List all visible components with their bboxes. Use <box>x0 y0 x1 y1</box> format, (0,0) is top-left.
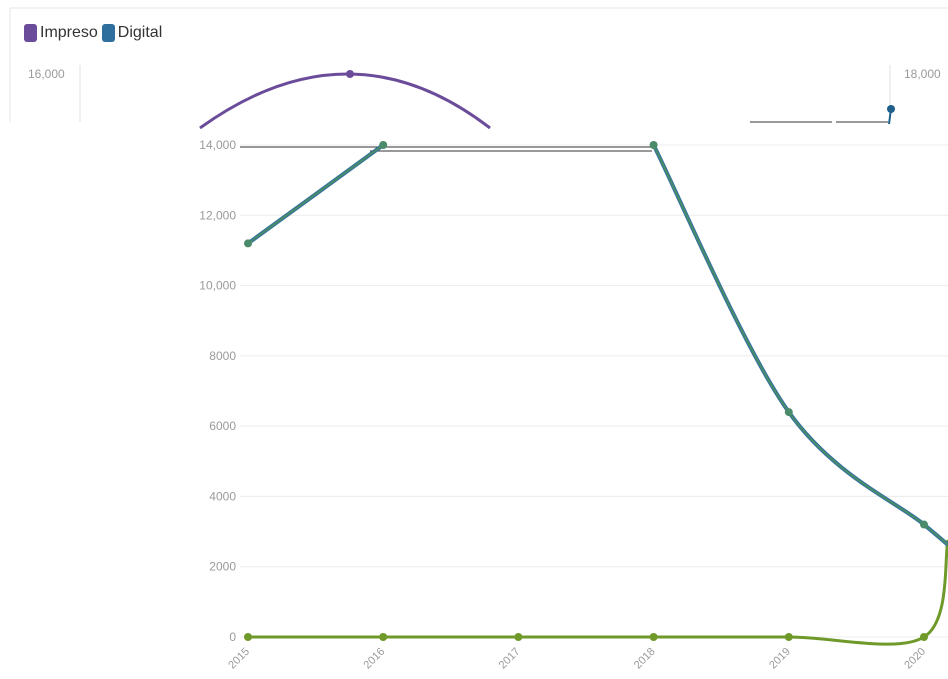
x-tick-label: 2020 <box>902 646 928 672</box>
y-tick-label: 6000 <box>209 419 236 433</box>
y-tick-label: 2000 <box>209 560 236 574</box>
y-tick-label: 12,000 <box>199 208 236 222</box>
back-y-tick-right: 18,000 <box>904 67 941 81</box>
digital-series-line-1 <box>652 144 948 546</box>
green-point-2015[interactable] <box>244 633 252 641</box>
y-tick-label: 10,000 <box>199 279 236 293</box>
legend-item-impreso[interactable]: Impreso <box>24 24 98 42</box>
x-tick-label: 2015 <box>226 646 252 672</box>
impreso-line <box>199 72 491 130</box>
digital-series-underline-1 <box>651 144 948 547</box>
series-layer <box>244 141 948 646</box>
impreso-swatch-icon <box>24 24 37 42</box>
digital-point-2016[interactable] <box>379 141 388 149</box>
y-tick-label: 0 <box>229 630 236 644</box>
y-axis-ticks: 0 2000 4000 6000 8000 10,000 12,000 14,000 <box>199 138 236 644</box>
impreso-point-2016[interactable] <box>346 70 354 78</box>
digital-point-2019[interactable] <box>784 408 793 417</box>
x-tick-label: 2018 <box>632 646 658 672</box>
digital-point-2020[interactable] <box>920 520 928 529</box>
green-point-2018[interactable] <box>649 633 658 641</box>
green-point-2020[interactable] <box>920 633 928 641</box>
green-point-2017[interactable] <box>514 633 523 641</box>
digital-point-2015[interactable] <box>244 239 252 248</box>
legend: Impreso Digital <box>24 24 162 42</box>
y-tick-label: 14,000 <box>199 138 236 152</box>
x-axis-ticks: 2015 2016 2017 2018 2019 2020 <box>226 646 928 672</box>
digital-swatch-icon <box>101 24 115 42</box>
green-point-2016[interactable] <box>379 633 388 641</box>
grid-lines <box>240 144 948 638</box>
x-tick-label: 2016 <box>362 646 388 672</box>
back-y-tick-left: 16,000 <box>28 67 65 81</box>
x-tick-label: 2019 <box>767 646 793 672</box>
y-tick-label: 4000 <box>209 489 236 503</box>
green-point-2019[interactable] <box>784 633 793 641</box>
y-tick-label: 8000 <box>209 349 236 363</box>
x-tick-label: 2017 <box>497 646 523 672</box>
digital-point-2020[interactable] <box>887 105 895 113</box>
legend-item-digital[interactable]: Digital <box>101 24 163 42</box>
green-series-line <box>248 539 948 646</box>
digital-series-line-0 <box>247 144 384 245</box>
digital-point-2018[interactable] <box>649 141 658 149</box>
legend-label-impreso: Impreso <box>40 24 98 41</box>
legend-label-digital: Digital <box>117 24 163 41</box>
